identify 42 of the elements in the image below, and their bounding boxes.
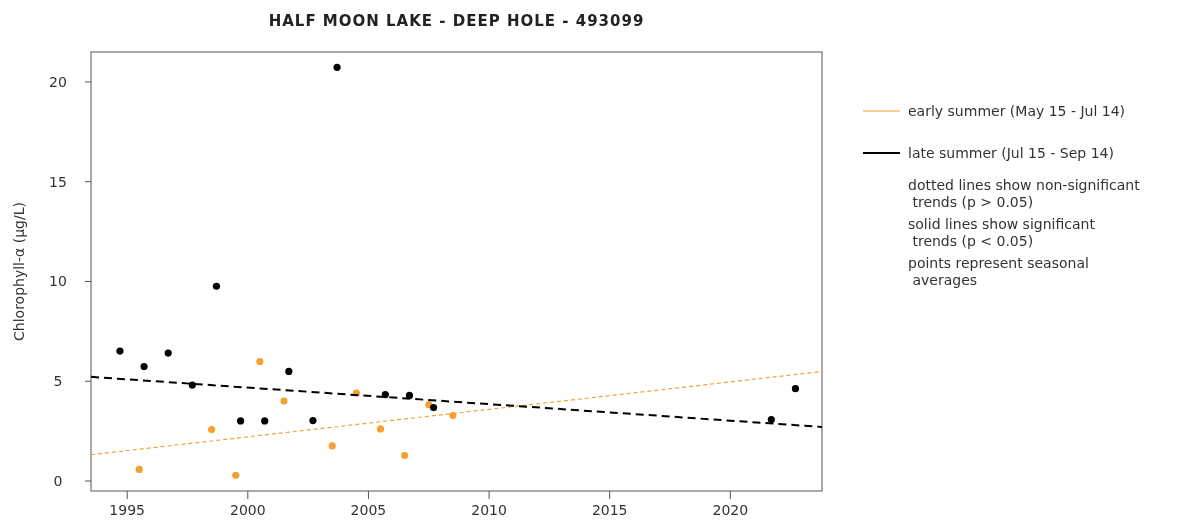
x-tick-label: 2015: [591, 502, 628, 518]
point: [429, 403, 438, 412]
point: [188, 381, 196, 389]
x-tick-label: 2020: [712, 502, 749, 518]
legend-label: early summer (May 15 - Jul 14): [908, 103, 1126, 119]
chart-title: HALF MOON LAKE - DEEP HOLE - 493099: [268, 12, 645, 30]
point: [256, 357, 264, 366]
y-tick-label: 10: [49, 273, 67, 290]
point: [208, 425, 216, 434]
point: [164, 349, 172, 357]
x-tick-label: 2005: [350, 502, 387, 518]
point: [449, 411, 457, 420]
y-tick-label: 15: [49, 173, 67, 190]
x-tick-label: 1995: [109, 502, 146, 518]
text: solid lines show significant trends (p < 0.05): [908, 216, 1096, 249]
x-tick-label: 2010: [471, 502, 507, 518]
y-tick-label: 0: [53, 472, 63, 489]
point: [333, 63, 341, 71]
point: [135, 465, 143, 474]
point: [285, 367, 293, 376]
point: [212, 282, 221, 290]
y-axis-title: Chlorophyll-α (µg/L): [11, 202, 27, 341]
point: [232, 471, 240, 479]
point: [236, 417, 245, 425]
point: [140, 362, 148, 371]
point: [401, 451, 409, 460]
point: [309, 416, 317, 425]
point: [381, 391, 389, 399]
x-tick-label: 2000: [229, 502, 266, 518]
text: dotted lines show non-significant trends (p > 0.05): [908, 177, 1141, 210]
point: [280, 397, 288, 405]
text: points represent seasonal averages: [908, 255, 1089, 288]
point: [791, 385, 800, 393]
point: [116, 347, 124, 355]
point: [261, 417, 269, 425]
point: [328, 442, 336, 450]
point: [405, 391, 414, 400]
point: [376, 425, 385, 433]
y-tick-label: 5: [53, 373, 63, 390]
point: [767, 415, 775, 424]
y-tick-label: 20: [49, 73, 67, 90]
legend-label: late summer (Jul 15 - Sep 14): [908, 145, 1114, 161]
